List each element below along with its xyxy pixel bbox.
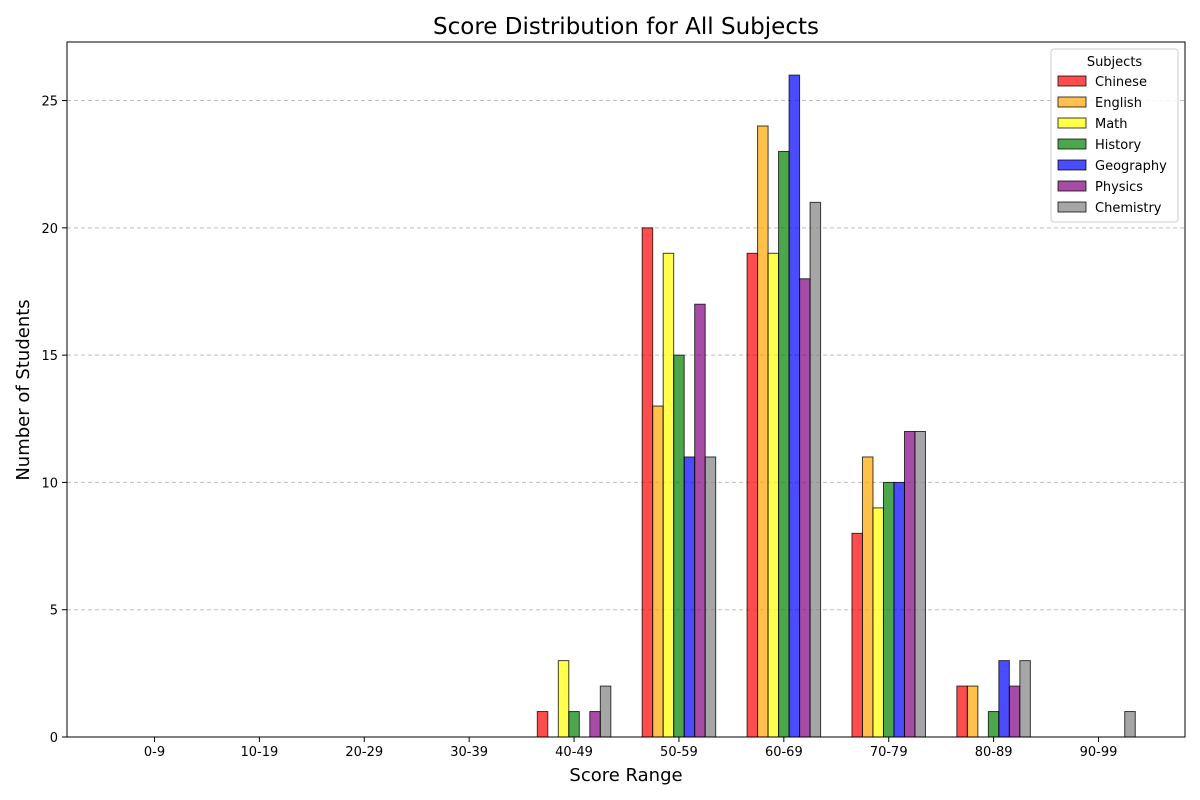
bar-chinese-60-69 (746, 252, 759, 738)
y-tick-label-3: 15 (41, 349, 58, 364)
y-axis: 0 5 10 15 20 25 (41, 95, 67, 746)
bar-geography-50-59 (683, 456, 696, 738)
y-tick-label-1: 5 (50, 604, 58, 619)
x-tick-label-0: 0-9 (144, 745, 165, 760)
bar-chemistry-40-49 (599, 685, 612, 738)
x-tick-label-1: 10-19 (240, 745, 278, 760)
bar-chemistry-70-79 (914, 431, 926, 738)
bar-chinese-80-89 (956, 685, 968, 738)
bar-chinese-70-79 (851, 532, 863, 738)
x-tick-label-5: 50-59 (660, 745, 698, 760)
bar-chemistry-80-89 (1019, 660, 1031, 738)
legend-swatch-english (1057, 96, 1087, 108)
bar-history-60-69 (778, 150, 790, 738)
bar-history-70-79 (882, 481, 895, 738)
legend-label-math: Math (1095, 117, 1128, 132)
bar-physics-60-69 (799, 278, 811, 738)
legend-label-history: History (1095, 138, 1142, 153)
x-tick-label-8: 80-89 (975, 745, 1013, 760)
bar-math-70-79 (872, 507, 884, 738)
legend-label-geography: Geography (1095, 159, 1167, 174)
legend-swatch-physics (1057, 180, 1087, 192)
legend-swatch-chemistry (1057, 201, 1087, 213)
bar-math-60-69 (767, 252, 780, 738)
y-tick-label-0: 0 (50, 731, 58, 746)
bar-math-50-59 (662, 252, 675, 738)
bar-english-70-79 (861, 456, 874, 738)
x-tick-label-2: 20-29 (345, 745, 383, 760)
bar-chinese-40-49 (536, 711, 549, 738)
bar-geography-60-69 (788, 74, 801, 738)
x-tick-label-7: 70-79 (870, 745, 908, 760)
x-tick-label-6: 60-69 (765, 745, 803, 760)
y-tick-label-4: 20 (41, 222, 58, 237)
plot-area (67, 42, 1185, 737)
bar-chemistry-90-99 (1124, 711, 1136, 738)
y-tick-label-2: 10 (41, 476, 58, 491)
bar-history-50-59 (673, 354, 685, 738)
plot-frame (66, 41, 1186, 738)
bar-history-80-89 (987, 711, 1000, 738)
legend-label-physics: Physics (1095, 180, 1143, 195)
legend-swatch-history (1057, 138, 1087, 150)
y-axis-label: Number of Students (13, 299, 34, 480)
legend-swatch-math (1057, 117, 1087, 129)
y-tick-label-5: 25 (41, 95, 58, 110)
bar-physics-70-79 (903, 431, 916, 738)
bar-english-80-89 (966, 685, 979, 738)
bar-english-60-69 (757, 125, 769, 738)
legend-label-chemistry: Chemistry (1095, 201, 1162, 216)
x-tick-label-9: 90-99 (1080, 745, 1118, 760)
x-tick-label-3: 30-39 (450, 745, 488, 760)
bars (536, 74, 1136, 738)
bar-physics-40-49 (589, 711, 601, 738)
bar-history-40-49 (568, 711, 580, 738)
legend-swatch-chinese (1057, 75, 1087, 87)
bar-english-50-59 (652, 405, 664, 738)
x-tick-label-4: 40-49 (555, 745, 593, 760)
legend: Subjects Chinese English Math History Geograp… (1050, 48, 1179, 223)
legend-title: Subjects (1087, 55, 1143, 70)
bar-chinese-50-59 (641, 227, 654, 738)
x-axis: 0-9 10-19 20-29 30-39 40-49 50-59 60-69 70-79 80… (144, 737, 1118, 760)
bar-chemistry-60-69 (809, 201, 822, 738)
bar-chemistry-50-59 (704, 456, 717, 738)
x-axis-label: Score Range (569, 765, 682, 786)
legend-swatch-geography (1057, 159, 1087, 171)
bar-geography-80-89 (998, 660, 1010, 738)
bar-physics-50-59 (694, 303, 706, 738)
legend-box (1050, 48, 1179, 223)
legend-label-english: English (1095, 96, 1142, 111)
bar-math-40-49 (557, 660, 570, 738)
chart-title: Score Distribution for All Subjects (433, 14, 819, 40)
bar-physics-80-89 (1008, 685, 1021, 738)
bar-geography-70-79 (893, 481, 905, 738)
legend-label-chinese: Chinese (1095, 75, 1147, 90)
